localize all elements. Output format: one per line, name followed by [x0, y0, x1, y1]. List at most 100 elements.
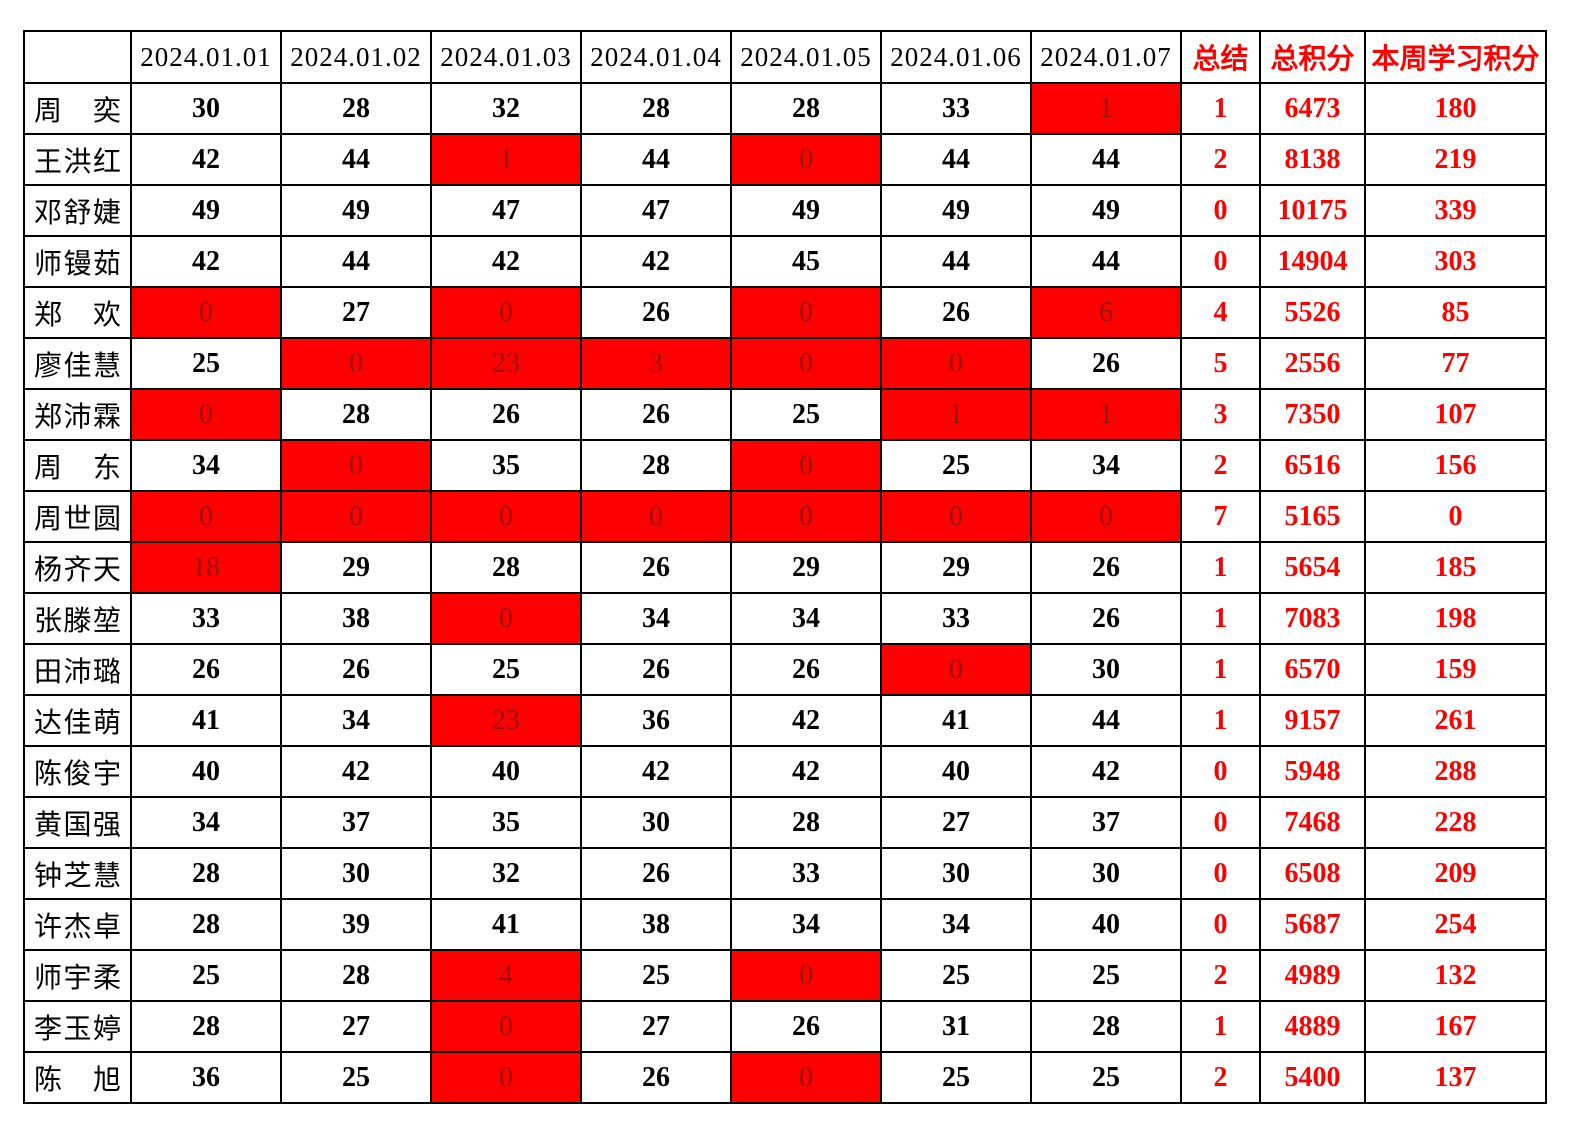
- day-score-cell: 37: [1030, 796, 1182, 849]
- summary-count-cell: 0: [1180, 898, 1261, 951]
- day-score-cell: 41: [880, 694, 1032, 747]
- total-points-cell: 5526: [1259, 286, 1366, 339]
- day-score-cell-flagged: 0: [730, 286, 882, 339]
- day-score-cell-flagged: 0: [130, 490, 282, 543]
- student-name: 许杰卓: [23, 898, 132, 951]
- day-score-cell: 28: [580, 82, 732, 135]
- student-name: 张滕堃: [23, 592, 132, 645]
- week-points-cell: 228: [1364, 796, 1547, 849]
- summary-count-cell: 1: [1180, 592, 1261, 645]
- day-score-cell: 42: [280, 745, 432, 798]
- day-score-cell: 36: [580, 694, 732, 747]
- day-score-cell: 25: [880, 439, 1032, 492]
- day-score-cell: 44: [280, 133, 432, 186]
- day-score-cell-flagged: 1: [430, 133, 582, 186]
- student-name: 达佳萌: [23, 694, 132, 747]
- table-row: 邓舒婕 49 49 47 47 49 49 49 0 10175 339: [23, 184, 1547, 237]
- day-score-cell: 30: [1030, 643, 1182, 696]
- summary-count-cell: 0: [1180, 184, 1261, 237]
- day-score-cell: 45: [730, 235, 882, 288]
- week-points-cell: 198: [1364, 592, 1547, 645]
- day-score-cell: 35: [430, 439, 582, 492]
- student-name: 师宇柔: [23, 949, 132, 1002]
- day-score-cell: 44: [1030, 235, 1182, 288]
- week-points-cell: 132: [1364, 949, 1547, 1002]
- day-score-cell: 34: [1030, 439, 1182, 492]
- table-row: 师镘茹 42 44 42 42 45 44 44 0 14904 303: [23, 235, 1547, 288]
- day-score-cell-flagged: 1: [1030, 82, 1182, 135]
- total-points-cell: 4989: [1259, 949, 1366, 1002]
- day-score-cell: 39: [280, 898, 432, 951]
- total-points-cell: 5654: [1259, 541, 1366, 594]
- day-score-cell: 28: [130, 898, 282, 951]
- student-name: 王洪红: [23, 133, 132, 186]
- day-score-cell-flagged: 6: [1030, 286, 1182, 339]
- table-row: 张滕堃 33 38 0 34 34 33 26 1 7083 198: [23, 592, 1547, 645]
- day-score-cell: 42: [730, 694, 882, 747]
- day-score-cell: 44: [1030, 694, 1182, 747]
- day-score-cell: 30: [880, 847, 1032, 900]
- table-row: 廖佳慧 25 0 23 3 0 0 26 5 2556 77: [23, 337, 1547, 390]
- corner-cell: [23, 30, 132, 84]
- week-points-cell: 180: [1364, 82, 1547, 135]
- day-score-cell: 25: [730, 388, 882, 441]
- table-row: 杨齐天 18 29 28 26 29 29 26 1 5654 185: [23, 541, 1547, 594]
- day-score-cell-flagged: 3: [580, 337, 732, 390]
- day-score-cell: 40: [130, 745, 282, 798]
- summary-count-cell: 2: [1180, 133, 1261, 186]
- day-score-cell-flagged: 0: [430, 490, 582, 543]
- day-score-cell: 42: [130, 133, 282, 186]
- day-score-cell: 44: [280, 235, 432, 288]
- day-score-cell: 27: [880, 796, 1032, 849]
- day-score-cell-flagged: 0: [730, 490, 882, 543]
- day-score-cell: 26: [580, 388, 732, 441]
- day-score-cell: 28: [130, 847, 282, 900]
- day-score-cell: 34: [580, 592, 732, 645]
- week-points-cell: 254: [1364, 898, 1547, 951]
- total-points-cell: 6516: [1259, 439, 1366, 492]
- student-name: 黄国强: [23, 796, 132, 849]
- table-row: 李玉婷 28 27 0 27 26 31 28 1 4889 167: [23, 1000, 1547, 1053]
- table-row: 陈俊宇 40 42 40 42 42 40 42 0 5948 288: [23, 745, 1547, 798]
- day-score-cell: 34: [130, 796, 282, 849]
- day-score-cell: 26: [280, 643, 432, 696]
- day-score-cell: 26: [580, 1051, 732, 1104]
- day-score-cell: 28: [280, 82, 432, 135]
- day-score-cell: 25: [280, 1051, 432, 1104]
- day-score-cell-flagged: 0: [1030, 490, 1182, 543]
- day-score-cell: 32: [430, 847, 582, 900]
- day-score-cell: 26: [1030, 541, 1182, 594]
- week-points-cell: 107: [1364, 388, 1547, 441]
- table-row: 王洪红 42 44 1 44 0 44 44 2 8138 219: [23, 133, 1547, 186]
- weekly-score-table: 2024.01.01 2024.01.02 2024.01.03 2024.01…: [23, 30, 1547, 1104]
- day-score-cell: 29: [880, 541, 1032, 594]
- week-points-cell: 261: [1364, 694, 1547, 747]
- day-score-cell: 25: [580, 949, 732, 1002]
- day-score-cell: 26: [580, 643, 732, 696]
- total-points-cell: 10175: [1259, 184, 1366, 237]
- day-score-cell: 42: [130, 235, 282, 288]
- week-points-cell: 85: [1364, 286, 1547, 339]
- summary-count-cell: 2: [1180, 1051, 1261, 1104]
- day-score-cell-flagged: 1: [1030, 388, 1182, 441]
- day-score-cell-flagged: 23: [430, 337, 582, 390]
- day-score-cell: 33: [880, 82, 1032, 135]
- day-score-cell-flagged: 0: [580, 490, 732, 543]
- total-points-cell: 5165: [1259, 490, 1366, 543]
- day-score-cell: 30: [1030, 847, 1182, 900]
- day-score-cell: 33: [730, 847, 882, 900]
- day-score-cell: 49: [880, 184, 1032, 237]
- student-name: 周奕: [23, 82, 132, 135]
- summary-count-cell: 2: [1180, 949, 1261, 1002]
- day-score-cell-flagged: 0: [730, 1051, 882, 1104]
- day-score-cell-flagged: 0: [880, 643, 1032, 696]
- total-points-cell: 6473: [1259, 82, 1366, 135]
- total-points-cell: 6570: [1259, 643, 1366, 696]
- day-score-cell: 41: [430, 898, 582, 951]
- day-score-cell: 26: [730, 643, 882, 696]
- week-points-cell: 159: [1364, 643, 1547, 696]
- day-score-cell-flagged: 0: [730, 337, 882, 390]
- day-score-cell: 34: [730, 898, 882, 951]
- score-table-body: 周奕 30 28 32 28 28 33 1 1 6473 180 王洪红 42 44 1 44 0 44 44 2 8…: [23, 82, 1547, 1104]
- day-score-cell: 28: [130, 1000, 282, 1053]
